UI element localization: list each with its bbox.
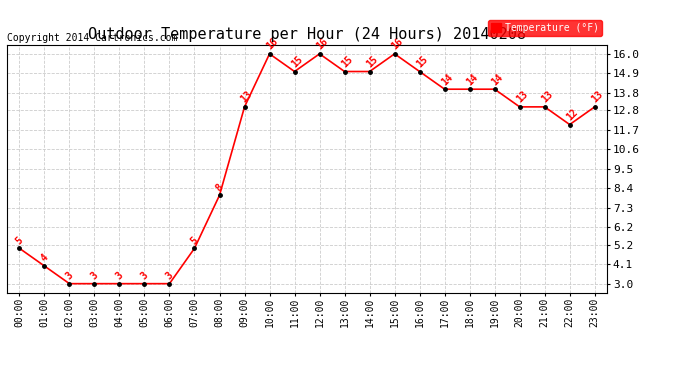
- Text: 14: 14: [439, 72, 455, 87]
- Text: 3: 3: [164, 270, 175, 282]
- Legend: Temperature (°F): Temperature (°F): [488, 20, 602, 36]
- Text: 16: 16: [264, 36, 279, 52]
- Text: 14: 14: [489, 72, 504, 87]
- Text: 15: 15: [414, 54, 429, 69]
- Text: 13: 13: [539, 89, 555, 105]
- Text: 16: 16: [314, 36, 329, 52]
- Text: 3: 3: [139, 270, 150, 282]
- Text: 5: 5: [14, 235, 25, 246]
- Text: 15: 15: [339, 54, 355, 69]
- Text: 5: 5: [189, 235, 200, 246]
- Text: 15: 15: [364, 54, 380, 69]
- Text: 14: 14: [464, 72, 480, 87]
- Text: 12: 12: [564, 107, 580, 122]
- Title: Outdoor Temperature per Hour (24 Hours) 20140208: Outdoor Temperature per Hour (24 Hours) …: [88, 27, 526, 42]
- Text: 13: 13: [239, 89, 255, 105]
- Text: Copyright 2014 Cartronics.com: Copyright 2014 Cartronics.com: [7, 33, 177, 42]
- Text: 16: 16: [389, 36, 404, 52]
- Text: 13: 13: [589, 89, 604, 105]
- Text: 13: 13: [514, 89, 529, 105]
- Text: 15: 15: [289, 54, 304, 69]
- Text: 3: 3: [114, 270, 125, 282]
- Text: 8: 8: [214, 182, 225, 193]
- Text: 4: 4: [39, 253, 50, 264]
- Text: 3: 3: [89, 270, 100, 282]
- Text: 3: 3: [64, 270, 75, 282]
